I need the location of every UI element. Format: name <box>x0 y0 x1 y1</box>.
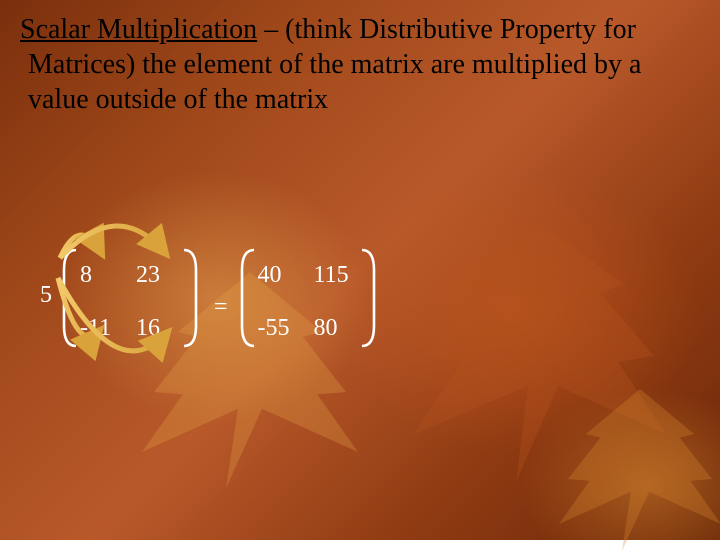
cell: 80 <box>308 307 364 360</box>
cell: -11 <box>74 307 130 360</box>
cell: 115 <box>308 254 364 307</box>
cell: 40 <box>252 254 308 307</box>
title-text: Scalar Multiplication – (think Distribut… <box>20 12 700 117</box>
cell: 23 <box>130 254 186 307</box>
scalar-value: 5 <box>40 282 52 309</box>
cell: 16 <box>130 307 186 360</box>
slide-content: Scalar Multiplication – (think Distribut… <box>0 0 720 540</box>
equation: 5 8 23 -11 16 = <box>40 248 370 366</box>
cell: 8 <box>74 254 130 307</box>
equals-sign: = <box>214 294 228 321</box>
matrix-b-cells: 40 115 -55 80 <box>252 254 364 360</box>
matrix-a: 8 23 -11 16 <box>68 248 192 366</box>
cell: -55 <box>252 307 308 360</box>
matrix-b: 40 115 -55 80 <box>246 248 370 366</box>
title-term: Scalar Multiplication <box>20 14 257 45</box>
matrix-a-cells: 8 23 -11 16 <box>74 254 186 360</box>
